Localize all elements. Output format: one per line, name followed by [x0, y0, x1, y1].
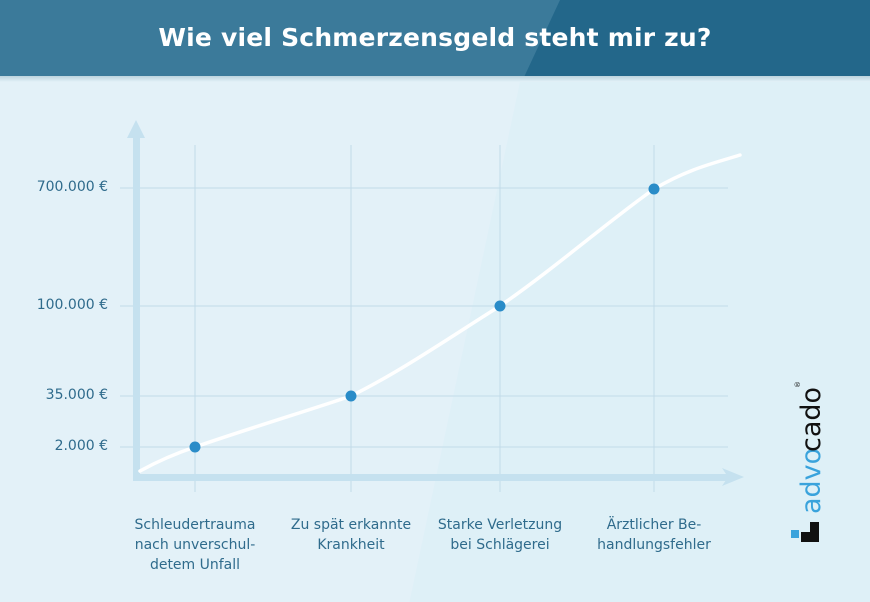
x-category-label: Ärztlicher Be- handlungsfehler [574, 515, 734, 555]
y-tick-label: 35.000 € [45, 387, 108, 403]
vertical-gridlines [194, 145, 655, 492]
label-line: Schleudertrauma [134, 517, 256, 533]
y-axis-arrow-icon [127, 120, 145, 138]
logo-text-advo: advo [796, 448, 827, 514]
data-point [648, 183, 660, 195]
advocado-logo: advo cado ® [791, 381, 827, 542]
y-tick-label: 700.000 € [36, 179, 108, 195]
data-line [138, 153, 742, 473]
data-point [345, 390, 357, 402]
label-line: Ärztlicher Be- [606, 517, 702, 533]
x-axis [133, 474, 728, 481]
x-category-label: Starke Verletzung bei Schlägerei [420, 515, 580, 555]
logo-square-blue-icon [791, 530, 799, 538]
axes [127, 120, 744, 486]
horizontal-gridlines [120, 187, 728, 448]
label-line: Starke Verletzung [437, 517, 563, 533]
data-points [189, 183, 660, 453]
header-shadow [0, 76, 870, 82]
logo-text-cado: cado [796, 387, 827, 452]
label-line: Krankheit [317, 537, 385, 553]
header-banner: Wie viel Schmerzensgeld steht mir zu? [0, 0, 870, 76]
label-line: detem Unfall [149, 557, 241, 573]
x-axis-arrow-icon [722, 468, 744, 486]
page-title: Wie viel Schmerzensgeld steht mir zu? [158, 23, 712, 52]
y-tick-label: 2.000 € [54, 438, 108, 454]
label-line: nach unverschul- [134, 537, 256, 553]
logo-square-black-icon [801, 522, 819, 542]
x-category-label: Schleudertrauma nach unverschul- detem U… [115, 515, 275, 575]
label-line: Zu spät erkannte [290, 517, 412, 533]
data-point [189, 441, 201, 453]
label-line: bei Schlägerei [450, 537, 550, 553]
registered-icon: ® [794, 381, 802, 388]
y-axis [133, 132, 140, 480]
y-tick-label: 100.000 € [36, 297, 108, 313]
x-category-label: Zu spät erkannte Krankheit [271, 515, 431, 555]
data-point [494, 300, 506, 312]
label-line: handlungsfehler [597, 537, 711, 553]
